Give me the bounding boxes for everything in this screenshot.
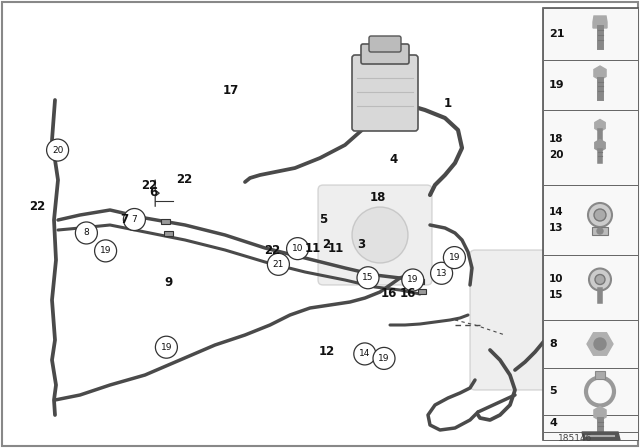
Text: 8: 8 [84,228,89,237]
Text: 10: 10 [549,275,563,284]
Circle shape [156,336,177,358]
Text: 15: 15 [549,290,563,301]
Text: 2: 2 [323,237,330,251]
Circle shape [444,246,465,269]
Bar [543,432,638,440]
Circle shape [589,268,611,290]
Text: 185146: 185146 [558,434,592,443]
FancyBboxPatch shape [470,250,590,390]
Text: 16: 16 [381,287,397,300]
Bar [543,8,638,60]
Polygon shape [587,333,613,355]
Circle shape [124,208,145,231]
Circle shape [357,267,379,289]
Text: 18: 18 [370,190,387,204]
Text: 21: 21 [549,29,564,39]
FancyBboxPatch shape [318,185,432,285]
Text: 10: 10 [292,244,303,253]
Text: 8: 8 [549,339,557,349]
Polygon shape [595,120,605,132]
Bar [543,8,638,440]
Circle shape [431,262,452,284]
Text: 14: 14 [549,207,564,217]
Circle shape [597,228,603,234]
Text: 3: 3 [358,237,365,251]
Text: 7: 7 [121,213,129,226]
Text: 13: 13 [436,269,447,278]
Text: 12: 12 [318,345,335,358]
Text: 13: 13 [549,223,563,233]
Text: 14: 14 [359,349,371,358]
Bar [543,415,638,432]
Bar [543,185,638,255]
Text: 19: 19 [100,246,111,255]
Text: 20: 20 [52,146,63,155]
Text: 21: 21 [273,260,284,269]
FancyBboxPatch shape [369,36,401,52]
Text: 18: 18 [549,134,563,145]
Circle shape [594,338,606,350]
Text: 1: 1 [444,96,452,110]
Bar [418,289,426,294]
Bar [592,227,608,235]
Circle shape [594,209,606,221]
Circle shape [402,269,424,291]
Circle shape [95,240,116,262]
Circle shape [352,207,408,263]
Bar [543,320,638,368]
Text: 5: 5 [319,213,327,226]
Text: 19: 19 [549,80,564,90]
Text: 9: 9 [164,276,172,289]
Circle shape [287,237,308,260]
Bar [543,110,638,185]
Polygon shape [594,406,606,421]
Text: 22: 22 [176,172,193,186]
Bar [595,371,605,379]
Circle shape [595,275,605,284]
Text: 11: 11 [304,242,321,255]
Text: 19: 19 [449,253,460,262]
Text: 22: 22 [29,200,45,214]
Text: 19: 19 [161,343,172,352]
Bar [163,231,173,237]
Circle shape [588,203,612,227]
Text: 19: 19 [378,354,390,363]
Text: 6: 6 [150,186,157,199]
Circle shape [354,343,376,365]
Text: 5: 5 [549,387,557,396]
Circle shape [373,347,395,370]
Polygon shape [595,139,605,151]
Text: 7: 7 [132,215,137,224]
Text: 20: 20 [549,151,563,160]
Bar [416,280,424,284]
Text: 17: 17 [222,84,239,97]
Circle shape [47,139,68,161]
Text: 22: 22 [264,244,280,258]
FancyBboxPatch shape [352,55,418,131]
Polygon shape [594,66,606,80]
Polygon shape [593,16,607,28]
Circle shape [268,253,289,276]
Text: 4: 4 [390,152,397,166]
Text: 19: 19 [407,276,419,284]
Text: 4: 4 [549,418,557,428]
Polygon shape [582,432,620,440]
Bar [161,219,170,224]
Text: 22: 22 [141,179,157,193]
Text: 15: 15 [362,273,374,282]
Circle shape [76,222,97,244]
FancyBboxPatch shape [361,44,409,64]
Text: 16: 16 [400,287,417,300]
Text: 11: 11 [328,242,344,255]
Bar [543,60,638,110]
Bar [543,255,638,320]
Bar [543,368,638,415]
